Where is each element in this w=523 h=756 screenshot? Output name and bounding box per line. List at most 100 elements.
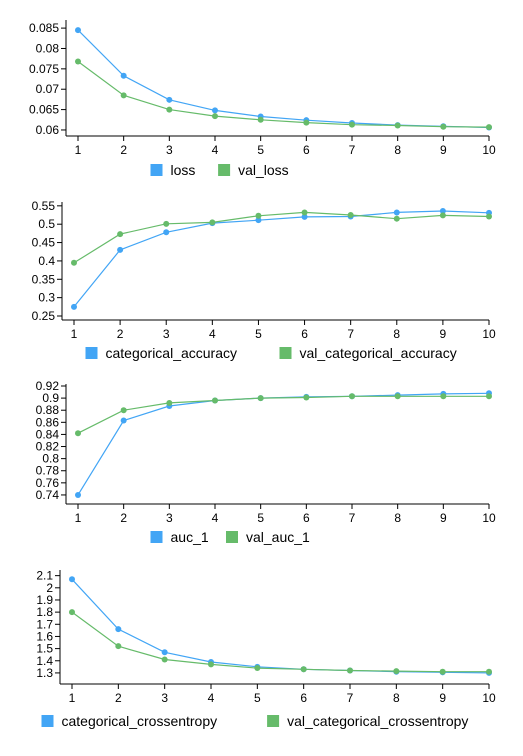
data-point-val_categorical_crossentropy[interactable] [300,666,307,673]
data-point-auc_1[interactable] [75,491,81,498]
x-tick-label: 2 [117,327,124,341]
x-tick-label: 3 [166,143,173,157]
data-point-val_auc_1[interactable] [394,393,401,400]
data-point-val_categorical_crossentropy[interactable] [486,668,492,675]
data-point-categorical_accuracy[interactable] [163,229,170,236]
data-point-val_categorical_accuracy[interactable] [209,219,216,226]
legend-swatch[interactable] [41,715,54,727]
data-point-val_auc_1[interactable] [349,393,355,400]
x-tick-label: 9 [440,511,447,525]
x-tick-label: 4 [209,327,216,341]
series-line-val_loss [77,61,490,128]
data-point-val_loss[interactable] [303,119,310,126]
x-tick-label: 5 [254,691,261,705]
data-point-val_categorical_accuracy[interactable] [486,213,492,220]
data-point-categorical_accuracy[interactable] [393,209,400,216]
legend-label[interactable]: val_categorical_crossentropy [287,713,468,729]
data-point-val_auc_1[interactable] [303,394,310,401]
legend-swatch[interactable] [279,347,292,359]
data-point-loss[interactable] [120,72,127,79]
legend: categorical_crossentropy val_categorical_… [41,713,468,729]
legend-swatch[interactable] [267,715,280,727]
legend-item-auc_1[interactable]: auc_1 [150,529,209,545]
data-point-val_auc_1[interactable] [486,393,492,400]
legend-item-val_loss[interactable]: val_loss [218,162,289,178]
data-point-val_loss[interactable] [212,113,218,120]
data-point-val_auc_1[interactable] [257,395,264,402]
legend-label[interactable]: auc_1 [171,529,209,545]
data-point-val_auc_1[interactable] [166,399,173,406]
data-point-loss[interactable] [212,107,218,114]
data-point-val_categorical_crossentropy[interactable] [439,668,446,675]
legend-label[interactable]: val_loss [238,162,289,178]
data-point-val_categorical_accuracy[interactable] [71,259,77,266]
legend-item-val_categorical_accuracy[interactable]: val_categorical_accuracy [279,345,457,361]
data-point-val_categorical_accuracy[interactable] [439,212,446,219]
legend-swatch[interactable] [218,164,231,176]
data-point-categorical_accuracy[interactable] [117,246,124,253]
legend-item-loss[interactable]: loss [150,162,196,178]
data-point-val_loss[interactable] [120,92,127,99]
data-point-categorical_accuracy[interactable] [439,207,446,214]
data-point-loss[interactable] [75,27,81,34]
legend-label[interactable]: categorical_accuracy [106,345,238,361]
data-point-val_categorical_accuracy[interactable] [393,215,400,222]
data-point-val_loss[interactable] [349,121,355,128]
legend-item-categorical_crossentropy[interactable]: categorical_crossentropy [41,713,218,729]
data-point-val_categorical_crossentropy[interactable] [393,668,400,675]
series-line-categorical_crossentropy [71,578,490,674]
data-point-auc_1[interactable] [120,417,127,424]
y-tick-label: 0.085 [29,21,59,35]
data-point-val_loss[interactable] [486,124,492,131]
data-point-categorical_accuracy[interactable] [301,213,308,220]
data-point-val_auc_1[interactable] [212,397,218,404]
legend-swatch[interactable] [226,531,238,543]
data-point-val_loss[interactable] [440,123,447,130]
legend-item-val_categorical_crossentropy[interactable]: val_categorical_crossentropy [267,713,468,729]
x-tick-label: 4 [208,691,215,705]
data-point-loss[interactable] [166,96,173,103]
legend-label[interactable]: loss [171,162,196,178]
data-point-val_auc_1[interactable] [75,430,81,437]
chart-svg: 0.740.760.780.80.820.840.860.880.90.92 1 2… [36,379,496,545]
data-point-categorical_crossentropy[interactable] [69,576,75,583]
legend-swatch[interactable] [150,164,163,176]
series-line-val_categorical_crossentropy [71,611,489,673]
data-point-categorical_accuracy[interactable] [71,303,77,310]
data-point-val_loss[interactable] [75,58,81,65]
data-point-val_categorical_accuracy[interactable] [117,231,124,238]
x-tick-label: 3 [161,691,168,705]
data-point-val_categorical_crossentropy[interactable] [208,661,214,668]
data-point-categorical_accuracy[interactable] [255,217,262,224]
data-point-categorical_crossentropy[interactable] [115,626,122,633]
data-point-val_categorical_crossentropy[interactable] [161,656,168,663]
data-point-val_categorical_crossentropy[interactable] [347,667,353,674]
legend-label[interactable]: val_categorical_accuracy [300,345,457,361]
data-point-val_loss[interactable] [394,122,401,129]
legend-item-val_auc_1[interactable]: val_auc_1 [226,529,310,545]
legend-label[interactable]: categorical_crossentropy [62,713,218,729]
legend-item-categorical_accuracy[interactable]: categorical_accuracy [85,345,238,361]
data-point-val_categorical_accuracy[interactable] [301,209,308,216]
legend-label[interactable]: val_auc_1 [246,529,310,545]
chart-svg: 0.06 0.065 0.07 0.075 0.08 0.085 1 2 3 4 5 6 7 8 9 10 lo… [29,20,496,178]
data-point-val_categorical_accuracy[interactable] [255,212,262,219]
legend-swatch[interactable] [85,347,98,359]
x-tick-label: 8 [394,143,401,157]
legend-swatch[interactable] [150,531,163,543]
data-point-val_loss[interactable] [166,106,173,113]
data-point-val_categorical_accuracy[interactable] [163,220,170,227]
data-point-val_categorical_crossentropy[interactable] [115,643,122,650]
data-point-val_loss[interactable] [257,116,264,123]
data-point-val_categorical_crossentropy[interactable] [254,665,261,672]
data-point-val_categorical_accuracy[interactable] [347,212,354,219]
x-tick-label: 4 [212,143,219,157]
x-tick-label: 2 [120,143,127,157]
data-point-categorical_crossentropy[interactable] [161,649,168,656]
y-tick-label: 1.9 [36,593,53,607]
series-line-val_auc_1 [77,395,489,434]
x-tick-label: 7 [347,691,354,705]
data-point-val_auc_1[interactable] [440,393,447,400]
data-point-val_categorical_crossentropy[interactable] [69,609,75,616]
data-point-val_auc_1[interactable] [120,407,127,414]
